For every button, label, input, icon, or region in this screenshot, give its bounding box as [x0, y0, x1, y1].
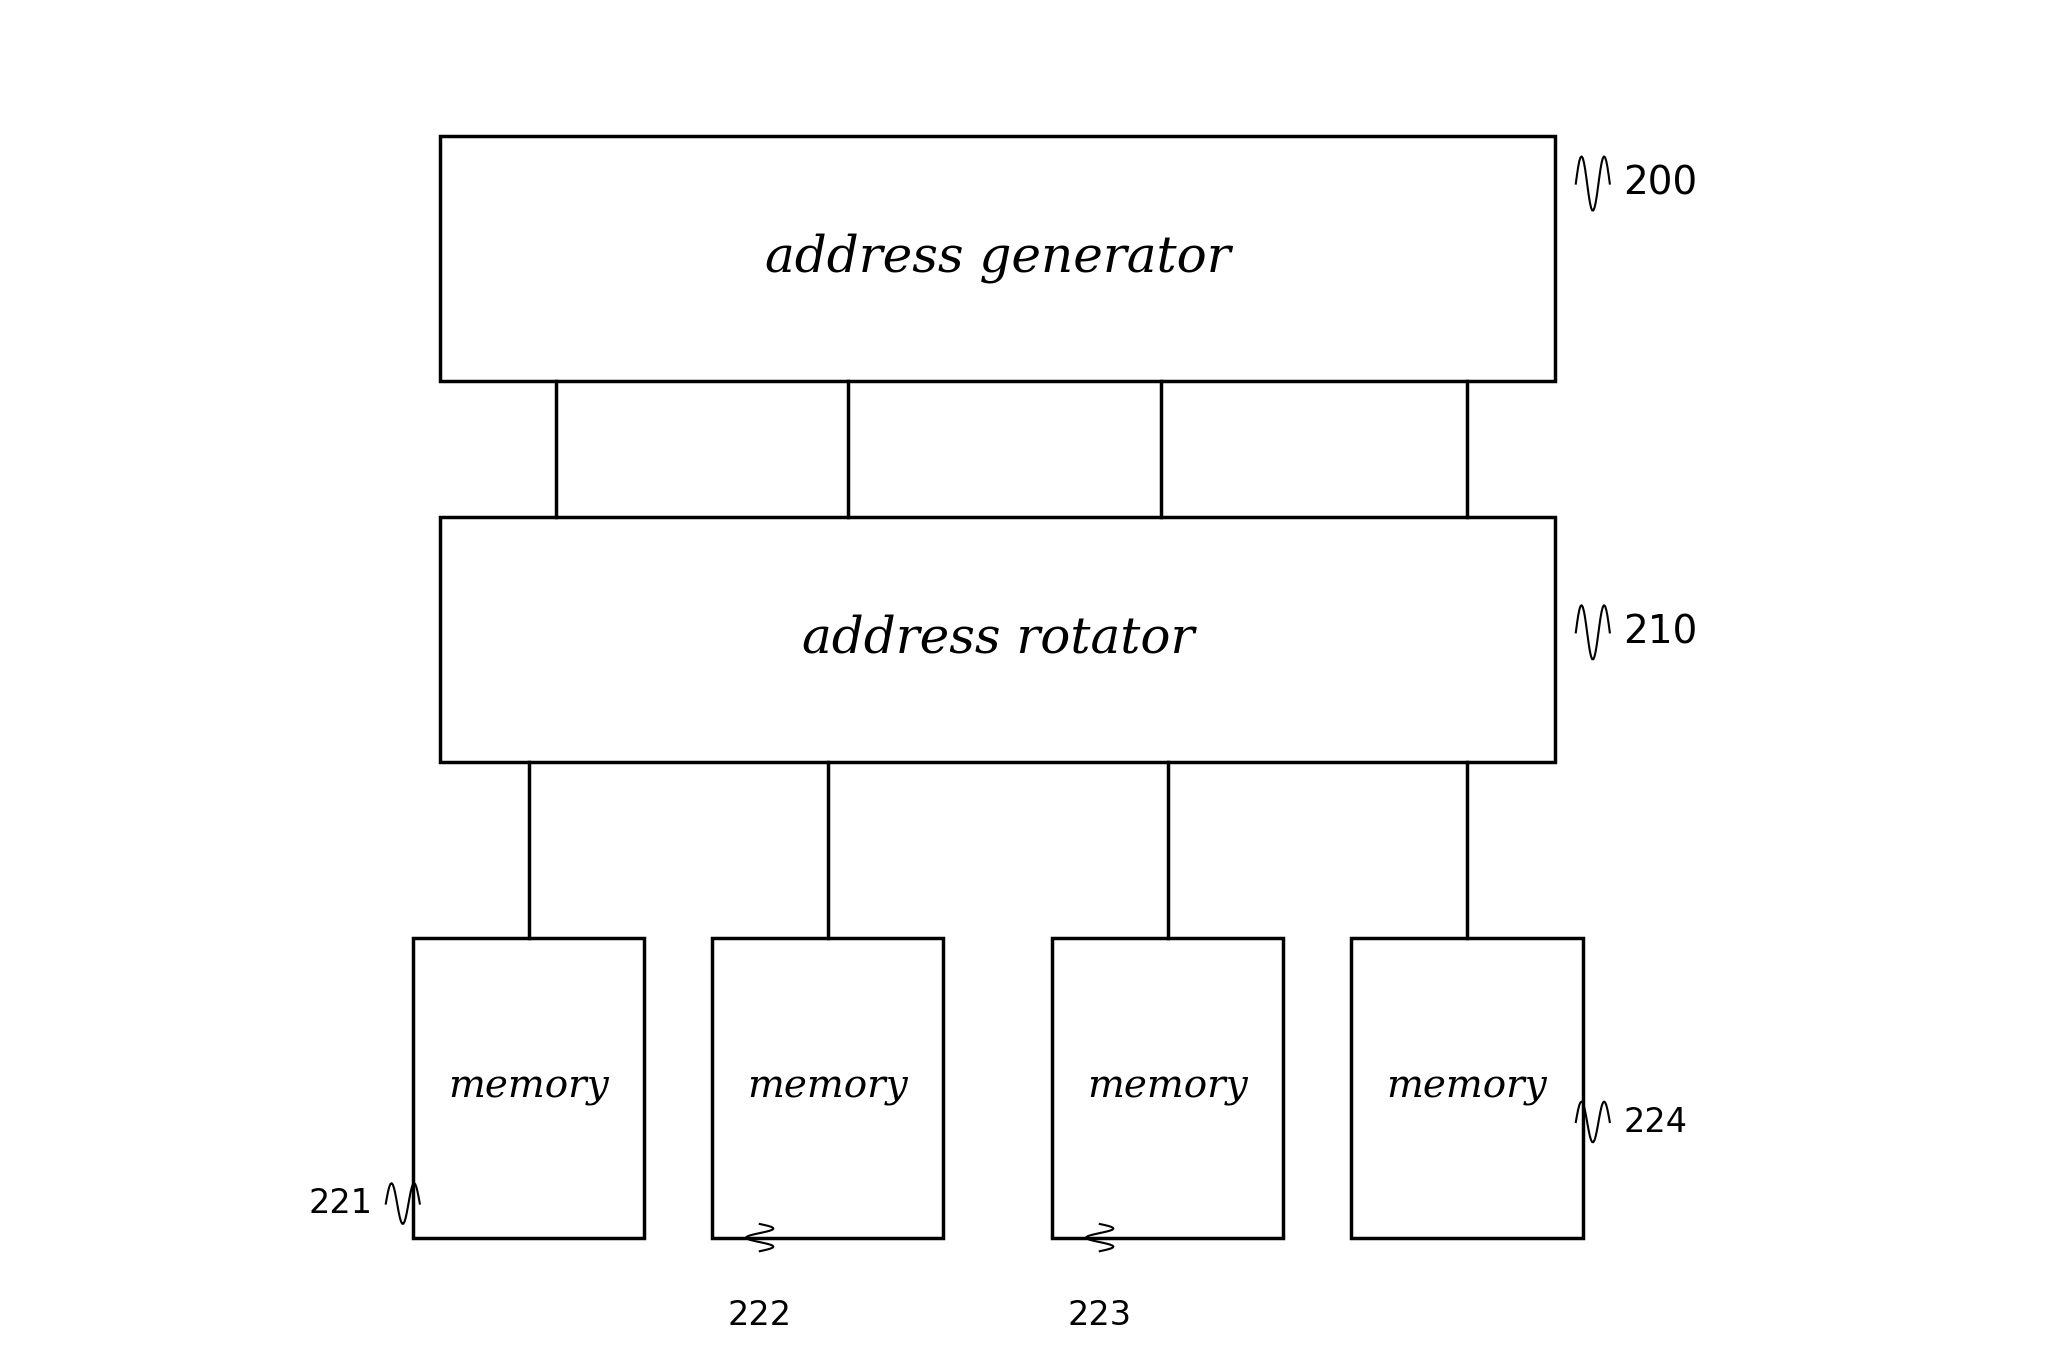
Text: memory: memory — [1386, 1069, 1548, 1107]
Text: 221: 221 — [308, 1187, 373, 1220]
Text: 210: 210 — [1624, 613, 1697, 651]
Text: memory: memory — [1086, 1069, 1248, 1107]
Text: memory: memory — [748, 1069, 908, 1107]
FancyBboxPatch shape — [441, 136, 1556, 381]
FancyBboxPatch shape — [1351, 938, 1583, 1238]
Text: 224: 224 — [1624, 1106, 1687, 1138]
FancyBboxPatch shape — [711, 938, 943, 1238]
Text: 223: 223 — [1068, 1299, 1132, 1331]
FancyBboxPatch shape — [412, 938, 644, 1238]
Text: address rotator: address rotator — [802, 615, 1193, 664]
Text: 222: 222 — [728, 1299, 791, 1331]
FancyBboxPatch shape — [441, 517, 1556, 762]
FancyBboxPatch shape — [1052, 938, 1283, 1238]
Text: memory: memory — [449, 1069, 609, 1107]
Text: 200: 200 — [1624, 165, 1697, 203]
Text: address generator: address generator — [765, 234, 1230, 283]
